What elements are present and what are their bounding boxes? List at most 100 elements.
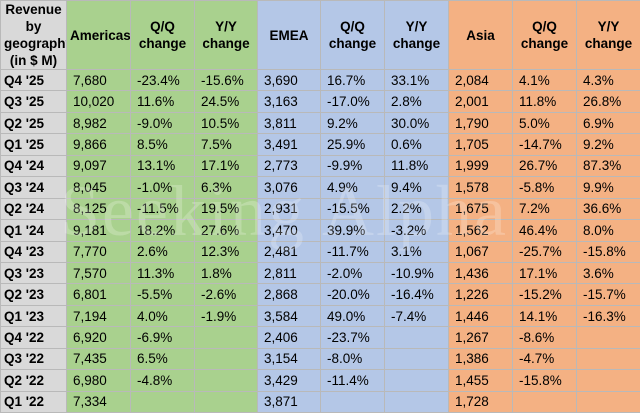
asia-yy-cell: 3.6% xyxy=(576,261,640,285)
asia-qq-cell: 26.7% xyxy=(512,154,577,178)
header-emea: EMEA xyxy=(257,0,321,70)
header-asia-qq: Q/Q change xyxy=(512,0,577,70)
emea-yy-cell: 2.2% xyxy=(384,197,449,221)
header-row: Revenue by geography (in $ M) Americas Q… xyxy=(0,0,640,70)
asia-qq-cell: -15.8% xyxy=(512,369,577,392)
emea-qq-cell: -8.0% xyxy=(320,347,385,371)
americas-revenue-cell: 7,680 xyxy=(66,68,131,92)
americas-yy-cell: 19.5% xyxy=(194,197,258,221)
table-row: Q3 '22 7,435 6.5% 3,154 -8.0% 1,386 -4.7% xyxy=(0,347,640,371)
americas-yy-cell xyxy=(194,369,258,392)
asia-revenue-cell: 1,578 xyxy=(448,176,513,199)
americas-yy-cell xyxy=(194,390,258,413)
asia-qq-cell: -15.2% xyxy=(512,283,577,306)
quarter-cell: Q2 '23 xyxy=(0,283,67,306)
quarter-cell: Q1 '22 xyxy=(0,390,67,413)
emea-yy-cell: 3.1% xyxy=(384,240,449,263)
americas-revenue-cell: 7,770 xyxy=(66,240,131,263)
asia-qq-cell: -14.7% xyxy=(512,133,577,156)
asia-yy-cell: 36.6% xyxy=(576,197,640,221)
americas-revenue-cell: 9,097 xyxy=(66,154,131,178)
americas-qq-cell: 6.5% xyxy=(130,347,195,371)
asia-yy-cell: 26.8% xyxy=(576,90,640,113)
quarter-cell: Q1 '24 xyxy=(0,219,67,242)
emea-revenue-cell: 2,811 xyxy=(257,261,321,285)
americas-yy-cell: 27.6% xyxy=(194,219,258,242)
emea-revenue-cell: 3,690 xyxy=(257,68,321,92)
emea-qq-cell: -20.0% xyxy=(320,283,385,306)
emea-qq-cell: 25.9% xyxy=(320,133,385,156)
quarter-cell: Q1 '25 xyxy=(0,133,67,156)
americas-qq-cell: -5.5% xyxy=(130,283,195,306)
emea-revenue-cell: 3,491 xyxy=(257,133,321,156)
quarter-cell: Q1 '23 xyxy=(0,304,67,328)
asia-revenue-cell: 1,790 xyxy=(448,111,513,135)
americas-revenue-cell: 9,866 xyxy=(66,133,131,156)
americas-yy-cell: 12.3% xyxy=(194,240,258,263)
emea-qq-cell: -23.7% xyxy=(320,326,385,349)
americas-revenue-cell: 7,435 xyxy=(66,347,131,371)
americas-yy-cell xyxy=(194,326,258,349)
americas-qq-cell: -4.8% xyxy=(130,369,195,392)
americas-revenue-cell: 8,045 xyxy=(66,176,131,199)
americas-qq-cell: 11.6% xyxy=(130,90,195,113)
emea-revenue-cell: 2,931 xyxy=(257,197,321,221)
emea-yy-cell: 0.6% xyxy=(384,133,449,156)
table-row: Q4 '22 6,920 -6.9% 2,406 -23.7% 1,267 -8.6% xyxy=(0,326,640,349)
americas-yy-cell: 10.5% xyxy=(194,111,258,135)
table-row: Q2 '24 8,125 -11.5% 19.5% 2,931 -15.5% 2.2% 1,6… xyxy=(0,197,640,221)
table-row: Q2 '22 6,980 -4.8% 3,429 -11.4% 1,455 -15.8% xyxy=(0,369,640,392)
asia-revenue-cell: 1,999 xyxy=(448,154,513,178)
americas-revenue-cell: 8,982 xyxy=(66,111,131,135)
americas-revenue-cell: 6,801 xyxy=(66,283,131,306)
quarter-cell: Q3 '25 xyxy=(0,90,67,113)
table-row: Q1 '23 7,194 4.0% -1.9% 3,584 49.0% -7.4% 1,446… xyxy=(0,304,640,328)
header-americas: Americas xyxy=(66,0,131,70)
quarter-cell: Q2 '22 xyxy=(0,369,67,392)
americas-qq-cell: 2.6% xyxy=(130,240,195,263)
emea-yy-cell: 2.8% xyxy=(384,90,449,113)
americas-yy-cell: 6.3% xyxy=(194,176,258,199)
emea-revenue-cell: 3,076 xyxy=(257,176,321,199)
asia-yy-cell xyxy=(576,326,640,349)
emea-yy-cell: 30.0% xyxy=(384,111,449,135)
americas-qq-cell: -23.4% xyxy=(130,68,195,92)
asia-revenue-cell: 1,675 xyxy=(448,197,513,221)
asia-qq-cell: -8.6% xyxy=(512,326,577,349)
emea-qq-cell: -2.0% xyxy=(320,261,385,285)
emea-yy-cell xyxy=(384,347,449,371)
americas-revenue-cell: 7,194 xyxy=(66,304,131,328)
asia-qq-cell: -5.8% xyxy=(512,176,577,199)
americas-yy-cell: 24.5% xyxy=(194,90,258,113)
asia-revenue-cell: 1,562 xyxy=(448,219,513,242)
emea-yy-cell: -10.9% xyxy=(384,261,449,285)
emea-yy-cell: 33.1% xyxy=(384,68,449,92)
emea-yy-cell xyxy=(384,390,449,413)
asia-qq-cell: 17.1% xyxy=(512,261,577,285)
table-row: Q4 '25 7,680 -23.4% -15.6% 3,690 16.7% 33.1% 2,… xyxy=(0,68,640,92)
americas-qq-cell: -6.9% xyxy=(130,326,195,349)
emea-yy-cell: -7.4% xyxy=(384,304,449,328)
emea-qq-cell: -11.7% xyxy=(320,240,385,263)
emea-qq-cell: 49.0% xyxy=(320,304,385,328)
americas-revenue-cell: 7,334 xyxy=(66,390,131,413)
emea-qq-cell: -9.9% xyxy=(320,154,385,178)
americas-qq-cell: 11.3% xyxy=(130,261,195,285)
emea-revenue-cell: 3,871 xyxy=(257,390,321,413)
americas-yy-cell: 7.5% xyxy=(194,133,258,156)
quarter-cell: Q4 '24 xyxy=(0,154,67,178)
americas-yy-cell: 17.1% xyxy=(194,154,258,178)
emea-revenue-cell: 2,406 xyxy=(257,326,321,349)
americas-yy-cell: 1.8% xyxy=(194,261,258,285)
table-row: Q3 '25 10,020 11.6% 24.5% 3,163 -17.0% 2.8% 2,0… xyxy=(0,90,640,113)
asia-qq-cell: 14.1% xyxy=(512,304,577,328)
americas-qq-cell xyxy=(130,390,195,413)
quarter-cell: Q2 '25 xyxy=(0,111,67,135)
asia-revenue-cell: 2,001 xyxy=(448,90,513,113)
asia-yy-cell xyxy=(576,390,640,413)
emea-revenue-cell: 2,481 xyxy=(257,240,321,263)
asia-yy-cell xyxy=(576,347,640,371)
quarter-cell: Q3 '23 xyxy=(0,261,67,285)
emea-qq-cell xyxy=(320,390,385,413)
